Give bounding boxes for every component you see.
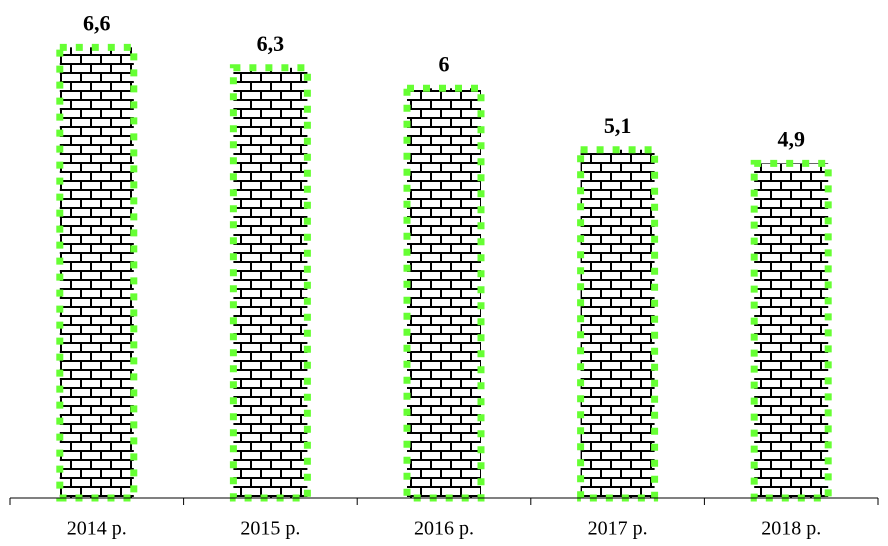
x-tick-label: 2016 р. [414,518,474,540]
value-label: 6,6 [83,10,111,35]
bar [403,84,485,502]
value-label: 4,9 [777,126,805,151]
value-label: 6,3 [257,31,285,56]
bar [229,64,311,502]
value-label: 5,1 [604,113,632,138]
bar [56,43,138,502]
bar [577,146,659,502]
value-label: 6 [439,51,450,76]
x-tick-label: 2018 р. [761,518,821,540]
x-tick-label: 2017 р. [588,518,648,540]
x-tick-label: 2014 р. [67,518,127,540]
x-tick-label: 2015 р. [240,518,300,540]
bar [750,159,832,502]
